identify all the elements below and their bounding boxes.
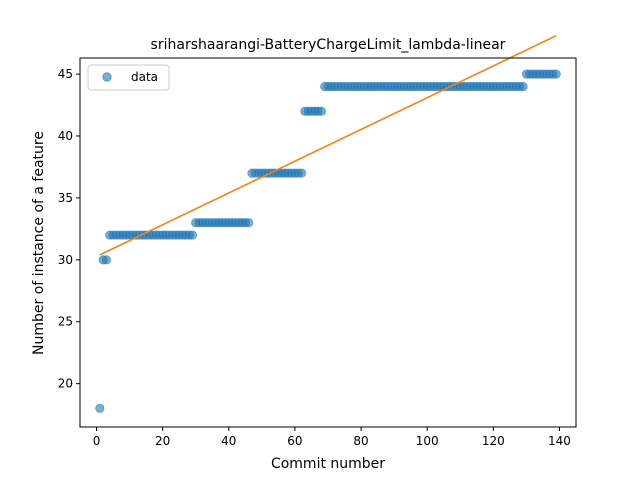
legend: data <box>87 64 170 91</box>
x-tick-label-20: 20 <box>155 434 170 448</box>
y-tick-label-45: 45 <box>58 67 73 81</box>
data-point-67 <box>316 106 326 116</box>
y-tick-label-40: 40 <box>58 129 73 143</box>
legend-box <box>87 64 170 91</box>
y-tick-label-30: 30 <box>58 253 73 267</box>
data-point-128 <box>518 81 528 92</box>
data-point-28 <box>187 230 198 240</box>
y-tick-label-25: 25 <box>58 315 73 329</box>
axes: 0 20 40 60 80 100 120 140 20 25 30 35 40 45 <box>58 57 577 448</box>
y-tick-label-20: 20 <box>58 377 73 391</box>
x-tick-label-60: 60 <box>287 434 302 448</box>
legend-marker-data <box>102 72 112 82</box>
x-tick-label-80: 80 <box>353 434 368 448</box>
x-tick-label-0: 0 <box>93 434 101 448</box>
chart-title: sriharshaarangi-BatteryChargeLimit_lambd… <box>151 37 506 53</box>
plot-area <box>95 34 561 414</box>
x-tick-label-140: 140 <box>548 434 571 448</box>
y-tick-label-35: 35 <box>58 191 73 205</box>
x-tick-label-100: 100 <box>416 434 439 448</box>
x-tick-label-40: 40 <box>221 434 236 448</box>
fit-line <box>99 34 557 256</box>
data-point-61 <box>296 168 307 178</box>
data-point-138 <box>551 69 561 79</box>
plot-frame <box>79 57 577 428</box>
x-axis-label: Commit number <box>271 456 385 472</box>
data-point-2 <box>101 255 112 265</box>
legend-label-data: data <box>131 70 158 84</box>
data-point-45 <box>244 218 254 228</box>
y-axis-label: Number of instance of a feature <box>31 131 47 355</box>
data-point-0 <box>95 403 105 414</box>
x-tick-label-120: 120 <box>482 434 505 448</box>
